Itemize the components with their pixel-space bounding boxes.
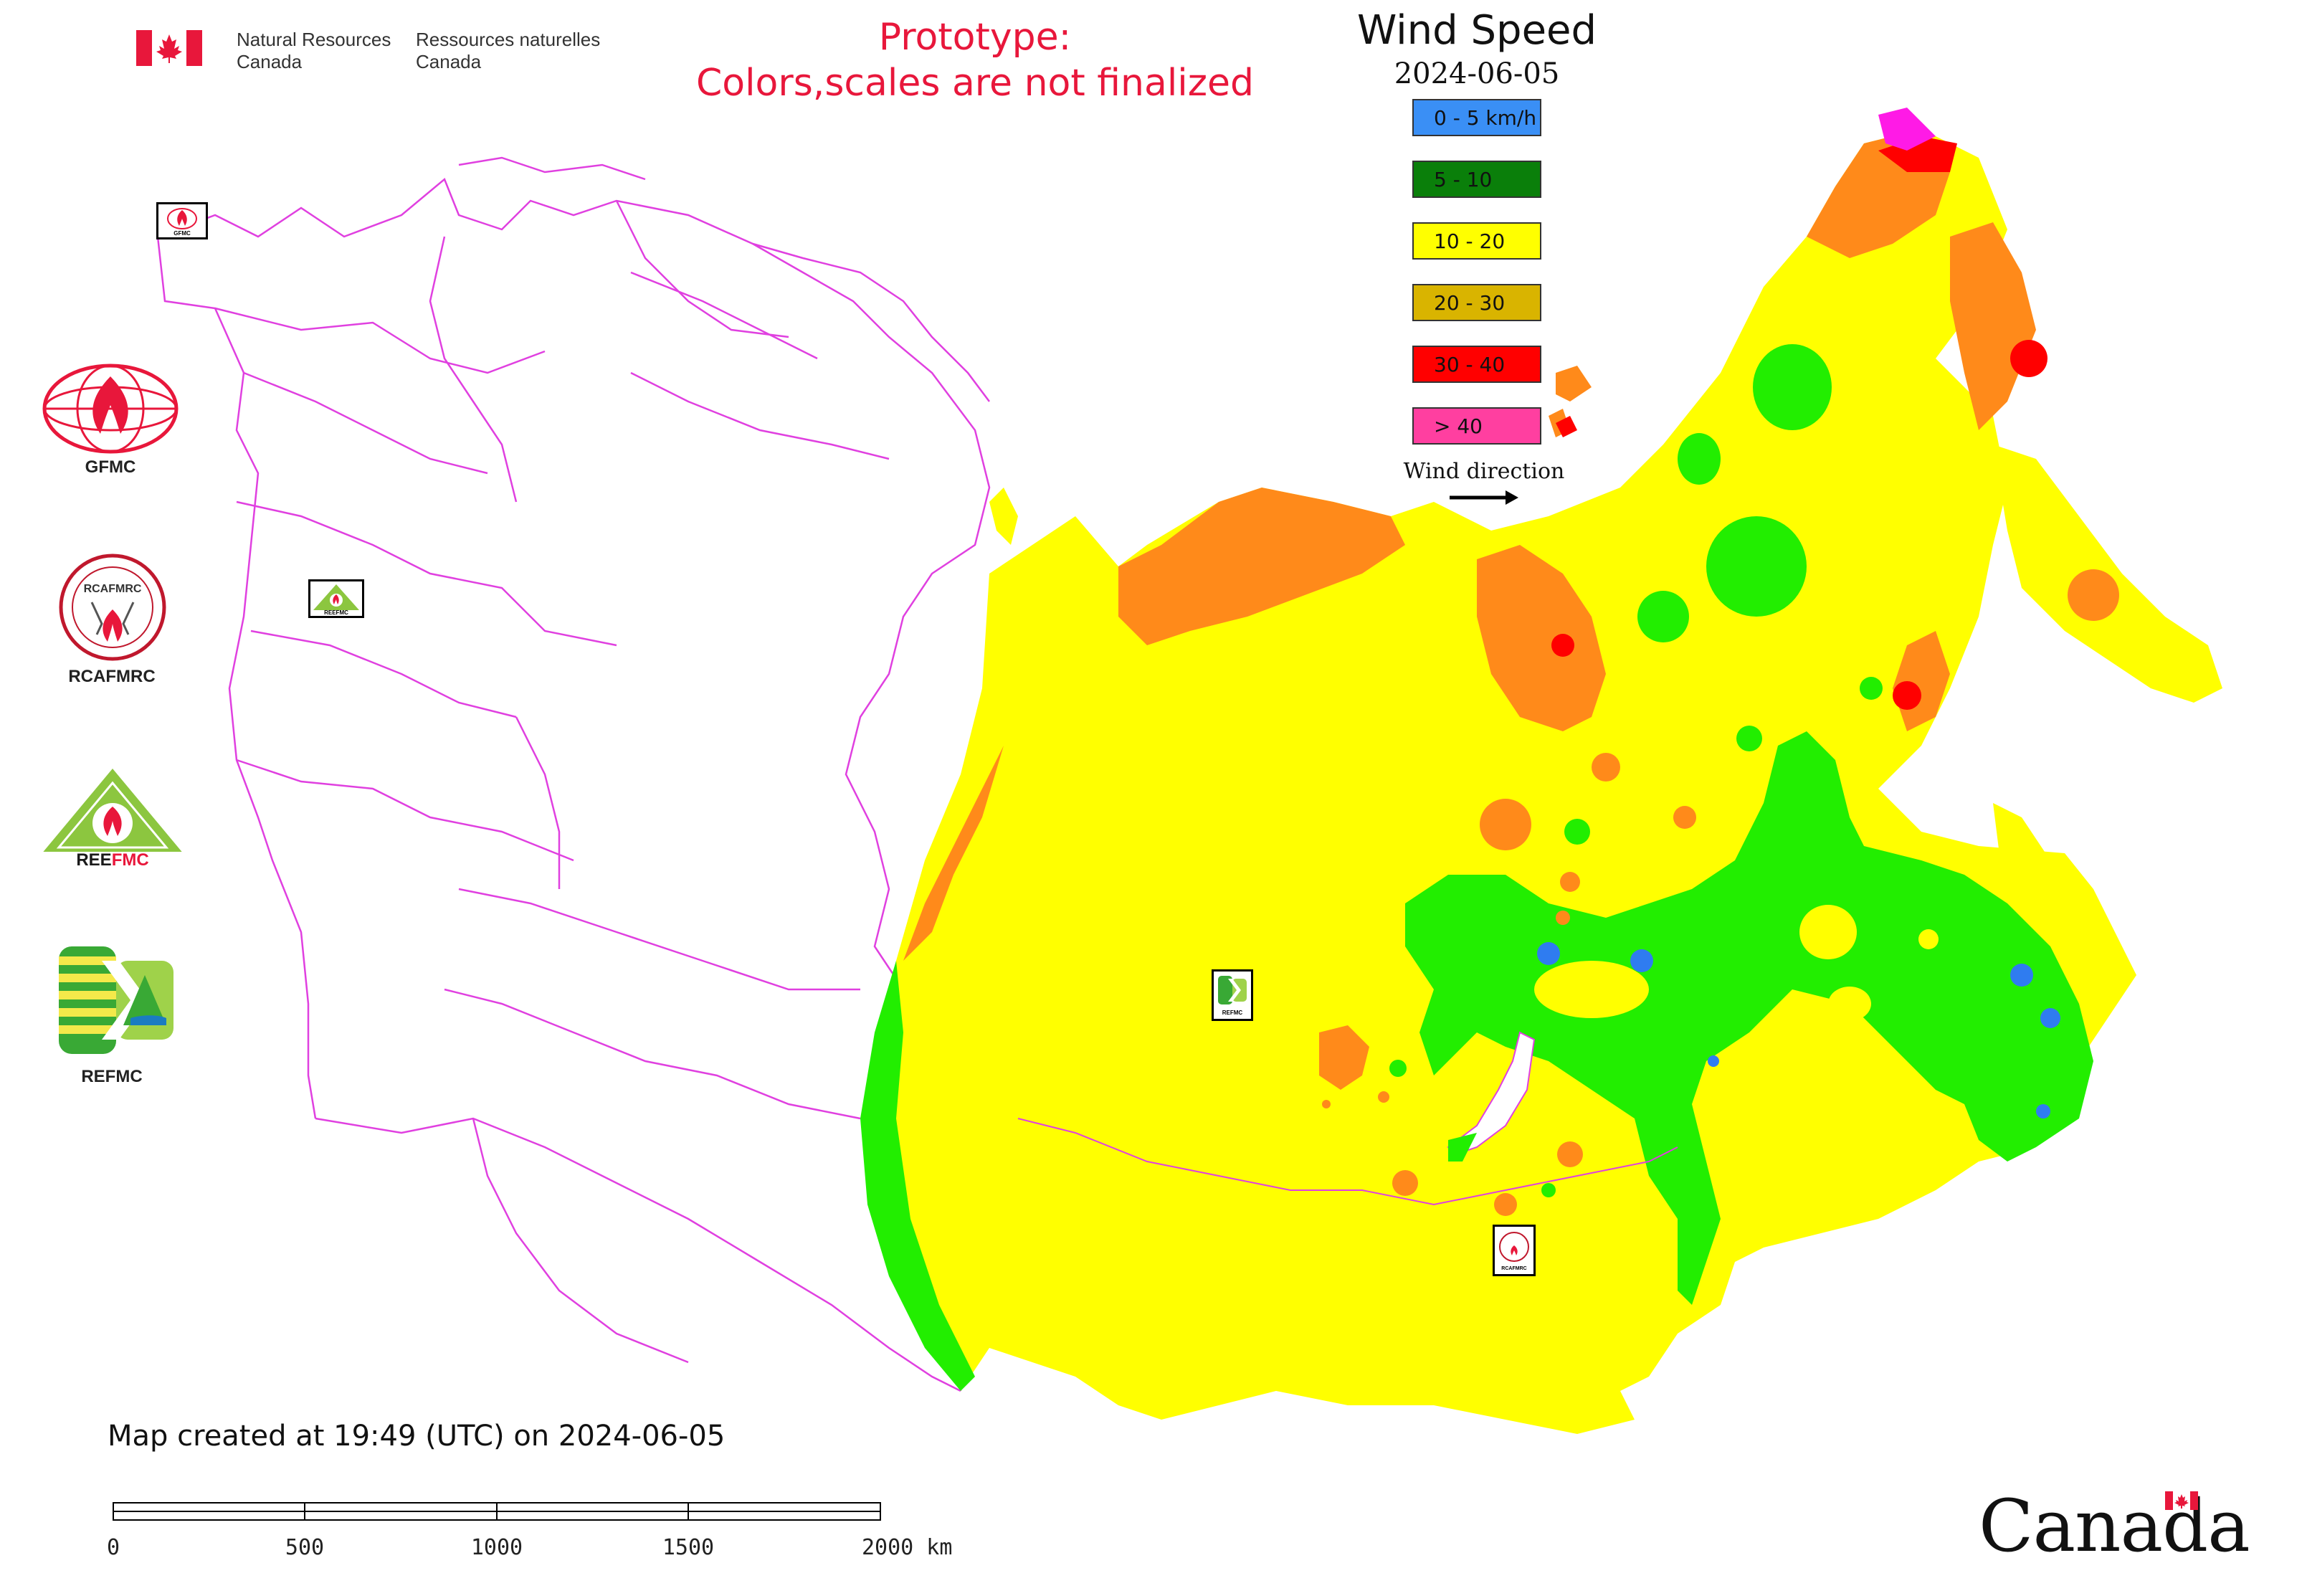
refmc-marker-icon: REFMC (1218, 976, 1247, 1016)
rcafmrc-label: RCAFMRC (68, 667, 156, 686)
gfmc-marker-icon: GFMC (167, 208, 197, 237)
rcafmrc-logo-icon: RCAFMRC (59, 554, 166, 661)
gfmc-logo-icon (42, 364, 179, 454)
reefmc-marker-icon: REEFMC (313, 584, 359, 616)
legend-item-10-20: 10 - 20 (1412, 222, 1541, 260)
map-marker-rcafmrc[interactable]: RCAFMRC (1493, 1225, 1536, 1276)
refmc-label: REFMC (81, 1067, 143, 1086)
scale-tick-0: 0 (108, 1535, 120, 1560)
agency-name-en: Natural Resources Canada (237, 29, 391, 73)
legend-item-20-30: 20 - 30 (1412, 284, 1541, 321)
svg-text:REFMC: REFMC (1222, 1010, 1243, 1016)
canada-wordmark-flag-icon (2165, 1491, 2198, 1510)
legend-label: 30 - 40 (1434, 352, 1506, 376)
wind-field (860, 108, 2222, 1434)
agency-fr-line1: Ressources naturelles (416, 29, 601, 50)
svg-text:RCAFMRC: RCAFMRC (84, 583, 142, 595)
legend-label: 20 - 30 (1434, 290, 1506, 315)
novaya-zemlya (989, 488, 1018, 545)
legend-item-over-40: > 40 (1412, 407, 1541, 445)
arctic-islands-red (1556, 416, 1577, 437)
refmc-logo-icon (59, 946, 173, 1054)
legend-label: 0 - 5 km/h (1434, 105, 1537, 130)
wind-direction-arrow-icon (1450, 490, 1518, 505)
map-marker-refmc[interactable]: REFMC (1212, 969, 1253, 1021)
scale-tick-1500: 1500 (662, 1535, 714, 1560)
svg-text:RCAFMRC: RCAFMRC (1501, 1266, 1526, 1271)
legend-date: 2024-06-05 (1394, 57, 1560, 90)
svg-text:REEFMC: REEFMC (76, 850, 148, 868)
map-created-timestamp: Map created at 19:49 (UTC) on 2024-06-05 (108, 1420, 726, 1453)
legend-label: 5 - 10 (1434, 167, 1493, 191)
scale-tick-1000: 1000 (471, 1535, 523, 1560)
rcafmrc-marker-icon: RCAFMRC (1499, 1232, 1529, 1271)
agency-fr-line2: Canada (416, 51, 482, 72)
canada-wordmark: Canada (1979, 1484, 2250, 1568)
scale-bar: 0 500 1000 1500 2000 km (108, 1502, 952, 1560)
legend: 0 - 5 km/h 5 - 10 10 - 20 20 - 30 30 - 4… (1412, 99, 1541, 469)
legend-item-5-10: 5 - 10 (1412, 161, 1541, 198)
svg-text:GFMC: GFMC (173, 230, 191, 237)
agency-name-fr: Ressources naturelles Canada (416, 29, 600, 73)
agency-en-line1: Natural Resources (237, 29, 391, 50)
legend-label: 10 - 20 (1434, 229, 1506, 253)
agency-en-line2: Canada (237, 51, 303, 72)
svg-text:REEFMC: REEFMC (324, 609, 348, 616)
wind-direction-label: Wind direction (1403, 459, 1565, 484)
scale-tick-2000: 2000 km (862, 1535, 952, 1560)
prototype-line1: Prototype: (878, 16, 1072, 59)
prototype-notice: Prototype: Colors,scales are not finaliz… (631, 14, 1319, 106)
scale-tick-500: 500 (285, 1535, 324, 1560)
gfmc-label: GFMC (85, 457, 136, 477)
map-marker-reefmc[interactable]: REEFMC (308, 579, 364, 618)
prototype-line2: Colors,scales are not finalized (695, 62, 1255, 105)
legend-title: Wind Speed (1356, 7, 1597, 54)
legend-item-30-40: 30 - 40 (1412, 346, 1541, 383)
legend-item-0-5: 0 - 5 km/h (1412, 99, 1541, 136)
country-borders (156, 156, 991, 1392)
reefmc-logo-icon: REEFMC (37, 769, 188, 868)
legend-label: > 40 (1434, 414, 1483, 438)
map-marker-gfmc[interactable]: GFMC (156, 202, 208, 239)
canada-flag-icon (136, 30, 202, 66)
southern-border (1017, 1118, 1678, 1206)
